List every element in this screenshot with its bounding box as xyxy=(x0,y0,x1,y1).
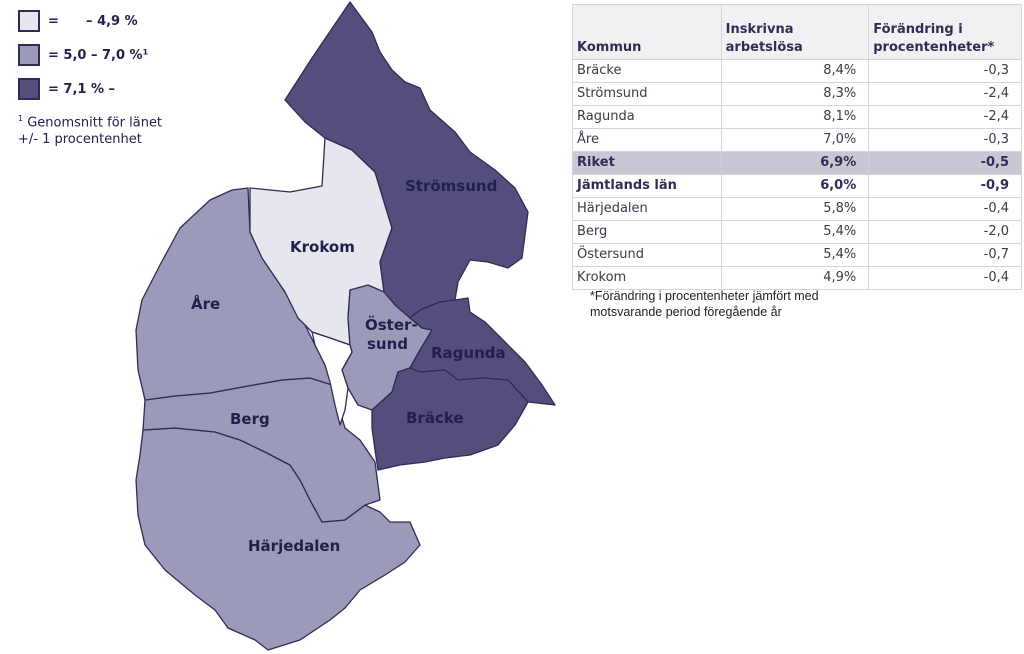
cell-forandring: -2,4 xyxy=(868,82,1022,106)
cell-arbetslosa: 5,8% xyxy=(720,197,870,221)
cell-forandring: -0,3 xyxy=(868,59,1022,83)
cell-forandring: -2,4 xyxy=(868,105,1022,129)
map-label-are: Åre xyxy=(191,294,220,313)
table-row-lan: Jämtlands län 6,0% -0,9 xyxy=(572,174,1022,198)
cell-arbetslosa: 4,9% xyxy=(720,266,870,290)
legend-swatch-mid xyxy=(18,44,40,66)
cell-arbetslosa: 8,3% xyxy=(720,82,870,106)
map-label-ostersund-2: sund xyxy=(367,335,408,353)
legend-item-mid: = 5,0 – 7,0 %¹ xyxy=(18,42,148,68)
region-stromsund[interactable] xyxy=(284,1,529,319)
cell-kommun: Jämtlands län xyxy=(572,174,722,198)
legend-label-mid: = 5,0 – 7,0 %¹ xyxy=(48,47,149,63)
cell-arbetslosa: 5,4% xyxy=(720,220,870,244)
lake-storsjon xyxy=(311,331,353,426)
table-row: Bräcke 8,4% -0,3 xyxy=(572,59,1022,83)
table-row: Krokom 4,9% -0,4 xyxy=(572,266,1022,290)
cell-arbetslosa: 6,0% xyxy=(720,174,870,198)
map-label-harjedalen: Härjedalen xyxy=(248,537,340,555)
cell-kommun: Härjedalen xyxy=(572,197,722,221)
cell-kommun: Krokom xyxy=(572,266,722,290)
cell-kommun: Riket xyxy=(572,151,722,175)
cell-arbetslosa: 5,4% xyxy=(720,243,870,267)
table-row: Åre 7,0% -0,3 xyxy=(572,128,1022,152)
legend-note-line2: +/- 1 procentenhet xyxy=(18,132,142,148)
cell-arbetslosa: 7,0% xyxy=(720,128,870,152)
map-label-krokom: Krokom xyxy=(290,238,355,256)
cell-kommun: Strömsund xyxy=(572,82,722,106)
legend-note: 1 Genomsnitt för länet +/- 1 procentenhe… xyxy=(18,110,218,148)
map-label-ostersund-1: Öster- xyxy=(365,315,418,334)
header-forandring-line2: procentenheter* xyxy=(873,40,995,55)
header-arbetslosa: Inskrivna arbetslösa xyxy=(720,4,870,60)
map-label-stromsund: Strömsund xyxy=(405,177,497,195)
cell-forandring: -0,4 xyxy=(868,266,1022,290)
table-row: Berg 5,4% -2,0 xyxy=(572,220,1022,244)
legend-swatch-high xyxy=(18,78,40,100)
table-row: Strömsund 8,3% -2,4 xyxy=(572,82,1022,106)
cell-arbetslosa: 8,1% xyxy=(720,105,870,129)
cell-forandring: -0,7 xyxy=(868,243,1022,267)
table-body: Bräcke 8,4% -0,3 Strömsund 8,3% -2,4 Ragunda… xyxy=(572,59,1022,290)
region-ragunda[interactable] xyxy=(409,297,556,406)
unemployment-table: Kommun Inskrivna arbetslösa Förändring i… xyxy=(572,4,1022,290)
header-arbetslosa-line1: Inskrivna xyxy=(725,22,794,37)
cell-forandring: -0,3 xyxy=(868,128,1022,152)
map-label-bracke: Bräcke xyxy=(406,409,464,427)
legend-swatch-low xyxy=(18,10,40,32)
cell-kommun: Ragunda xyxy=(572,105,722,129)
cell-forandring: -2,0 xyxy=(868,220,1022,244)
header-arbetslosa-line2: arbetslösa xyxy=(725,40,803,55)
legend-note-line1: Genomsnitt för länet xyxy=(27,115,163,131)
table-row: Östersund 5,4% -0,7 xyxy=(572,243,1022,267)
legend-label-low: = – 4,9 % xyxy=(48,13,138,29)
jamtland-map: Strömsund Krokom Åre Öster- sund Ragunda… xyxy=(135,1,556,651)
header-kommun: Kommun xyxy=(572,4,722,60)
header-forandring: Förändring i procentenheter* xyxy=(868,4,1022,60)
table-footnote: *Förändring i procentenheter jämfört med… xyxy=(590,288,890,320)
cell-kommun: Bräcke xyxy=(572,59,722,83)
footnote-line2: motsvarande period föregående år xyxy=(590,305,782,319)
table-row: Ragunda 8,1% -2,4 xyxy=(572,105,1022,129)
map-label-ragunda: Ragunda xyxy=(431,344,506,362)
cell-kommun: Östersund xyxy=(572,243,722,267)
legend-item-high: = 7,1 % – xyxy=(18,76,115,102)
footnote-line1: *Förändring i procentenheter jämfört med xyxy=(590,289,819,303)
cell-kommun: Åre xyxy=(572,128,722,152)
table-row: Härjedalen 5,8% -0,4 xyxy=(572,197,1022,221)
map-label-berg: Berg xyxy=(230,410,270,428)
cell-arbetslosa: 8,4% xyxy=(720,59,870,83)
cell-kommun: Berg xyxy=(572,220,722,244)
cell-forandring: -0,4 xyxy=(868,197,1022,221)
legend-item-low: = – 4,9 % xyxy=(18,8,138,34)
cell-forandring: -0,9 xyxy=(868,174,1022,198)
cell-forandring: -0,5 xyxy=(868,151,1022,175)
region-bracke[interactable] xyxy=(371,367,529,471)
cell-arbetslosa: 6,9% xyxy=(720,151,870,175)
legend-label-high: = 7,1 % – xyxy=(48,81,116,97)
table-header-row: Kommun Inskrivna arbetslösa Förändring i… xyxy=(572,4,1022,60)
legend-note-marker: 1 xyxy=(18,114,24,123)
header-forandring-line1: Förändring i xyxy=(873,22,963,37)
table-row-riket: Riket 6,9% -0,5 xyxy=(572,151,1022,175)
